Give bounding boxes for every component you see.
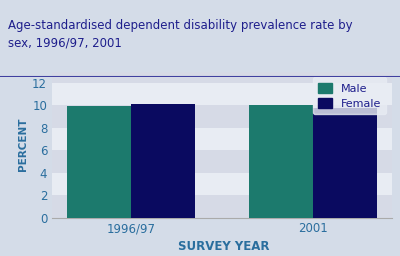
Legend: Male, Female: Male, Female [313, 77, 386, 114]
Bar [52, 195, 392, 218]
Y-axis label: PERCENT: PERCENT [18, 118, 28, 171]
Text: SURVEY YEAR: SURVEY YEAR [178, 240, 270, 253]
Bar [131, 104, 195, 218]
Bar [52, 105, 392, 128]
Bar [68, 106, 131, 218]
Text: Age-standardised dependent disability prevalence rate by
sex, 1996/97, 2001: Age-standardised dependent disability pr… [8, 19, 353, 49]
Bar [52, 60, 392, 83]
Bar [52, 150, 392, 173]
Bar [249, 105, 313, 218]
Bar [313, 108, 376, 218]
